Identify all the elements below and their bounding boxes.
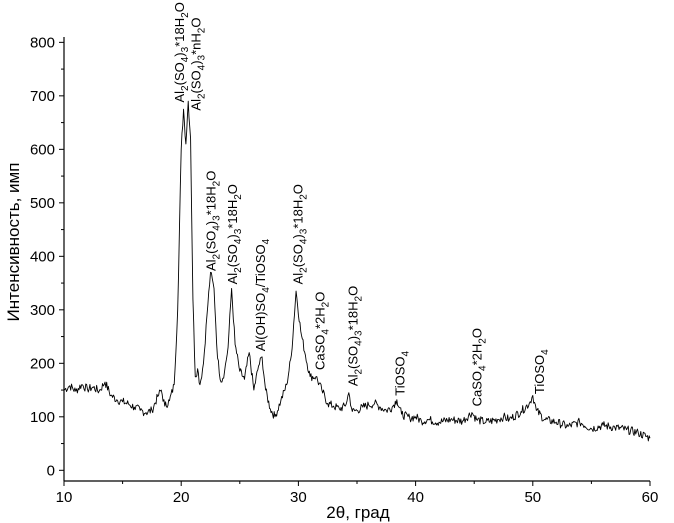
y-tick-label: 200 <box>30 355 55 372</box>
peak-label: Al2(SO4)3*18H2O <box>225 184 244 284</box>
x-axis-title: 2θ, град <box>326 503 389 522</box>
peak-label: Al2(SO4)3*18H2O <box>204 171 223 271</box>
y-tick-label: 500 <box>30 195 55 212</box>
peak-label: TiOSO4 <box>532 349 551 394</box>
y-tick-label: 0 <box>47 462 55 479</box>
y-tick-label: 600 <box>30 141 55 158</box>
peak-label: Al2(SO4)3*nH2O <box>188 18 207 111</box>
y-tick-label: 400 <box>30 248 55 265</box>
x-tick-label: 30 <box>290 489 307 506</box>
peak-label: Al2(SO4)3*18H2O <box>290 184 309 284</box>
x-tick-label: 10 <box>56 489 73 506</box>
x-tick-label: 20 <box>173 489 190 506</box>
y-tick-label: 100 <box>30 409 55 426</box>
x-tick-label: 60 <box>642 489 659 506</box>
peak-annotations: Al2(SO4)3*18H2OAl2(SO4)3*nH2OAl2(SO4)3*1… <box>172 2 551 406</box>
peak-label: Al2(SO4)3*18H2O <box>346 286 365 386</box>
y-tick-label: 300 <box>30 302 55 319</box>
peak-label: CaSO4*2H2O <box>313 292 332 370</box>
y-axis-title: Интенсивность, имп <box>4 163 23 322</box>
y-tick-label: 700 <box>30 88 55 105</box>
y-tick-label: 800 <box>30 34 55 51</box>
x-tick-label: 40 <box>407 489 424 506</box>
peak-label: TiOSO4 <box>392 350 411 395</box>
series-line <box>63 100 651 442</box>
peak-label: Al(OH)SO4/TiOSO4 <box>253 238 272 351</box>
series-layer <box>63 100 651 442</box>
axes <box>63 37 650 482</box>
peak-label: CaSO4*2H2O <box>470 328 489 406</box>
peak-label: Al2(SO4)3*18H2O <box>172 2 191 102</box>
x-tick-label: 50 <box>524 489 541 506</box>
